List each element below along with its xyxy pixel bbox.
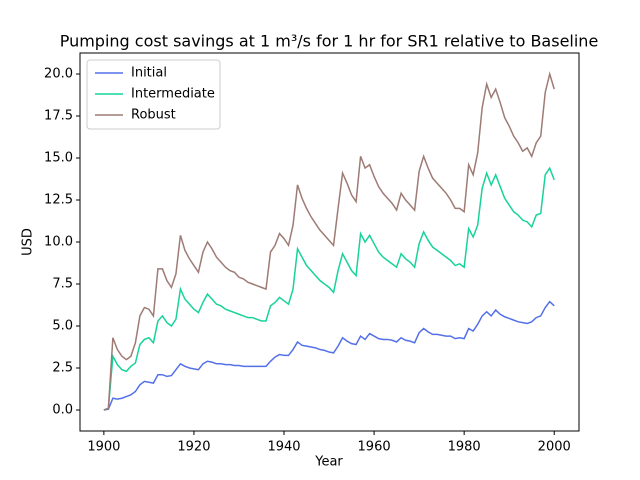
y-tick-label: 20.0 bbox=[44, 67, 73, 82]
axes-frame bbox=[79, 52, 580, 432]
y-tick-label: 7.5 bbox=[52, 277, 73, 292]
y-axis-label: USD bbox=[21, 228, 36, 256]
x-tick-label: 1900 bbox=[87, 440, 120, 455]
series-line bbox=[103, 71, 555, 411]
y-tick-label: 5.0 bbox=[52, 319, 73, 334]
legend-label: Robust bbox=[131, 108, 176, 123]
x-tick-label: 1980 bbox=[448, 440, 481, 455]
x-axis-label: Year bbox=[314, 455, 343, 470]
series-line bbox=[103, 166, 555, 411]
y-tick-label: 15.0 bbox=[44, 151, 73, 166]
y-tick-label: 12.5 bbox=[44, 193, 73, 208]
legend-box bbox=[86, 59, 221, 130]
chart-title: Pumping cost savings at 1 m³/s for 1 hr … bbox=[60, 32, 599, 51]
y-tick-label: 2.5 bbox=[52, 361, 73, 376]
y-tick-label: 10.0 bbox=[44, 235, 73, 250]
y-tick-label: 0.0 bbox=[52, 403, 73, 418]
legend-label: Initial bbox=[131, 66, 167, 81]
x-tick-label: 1960 bbox=[358, 440, 391, 455]
x-tick-label: 2000 bbox=[538, 440, 571, 455]
legend-label: Intermediate bbox=[131, 87, 215, 102]
x-tick-label: 1940 bbox=[267, 440, 300, 455]
series-line bbox=[103, 300, 555, 411]
x-tick-label: 1920 bbox=[177, 440, 210, 455]
y-tick-label: 17.5 bbox=[44, 109, 73, 124]
